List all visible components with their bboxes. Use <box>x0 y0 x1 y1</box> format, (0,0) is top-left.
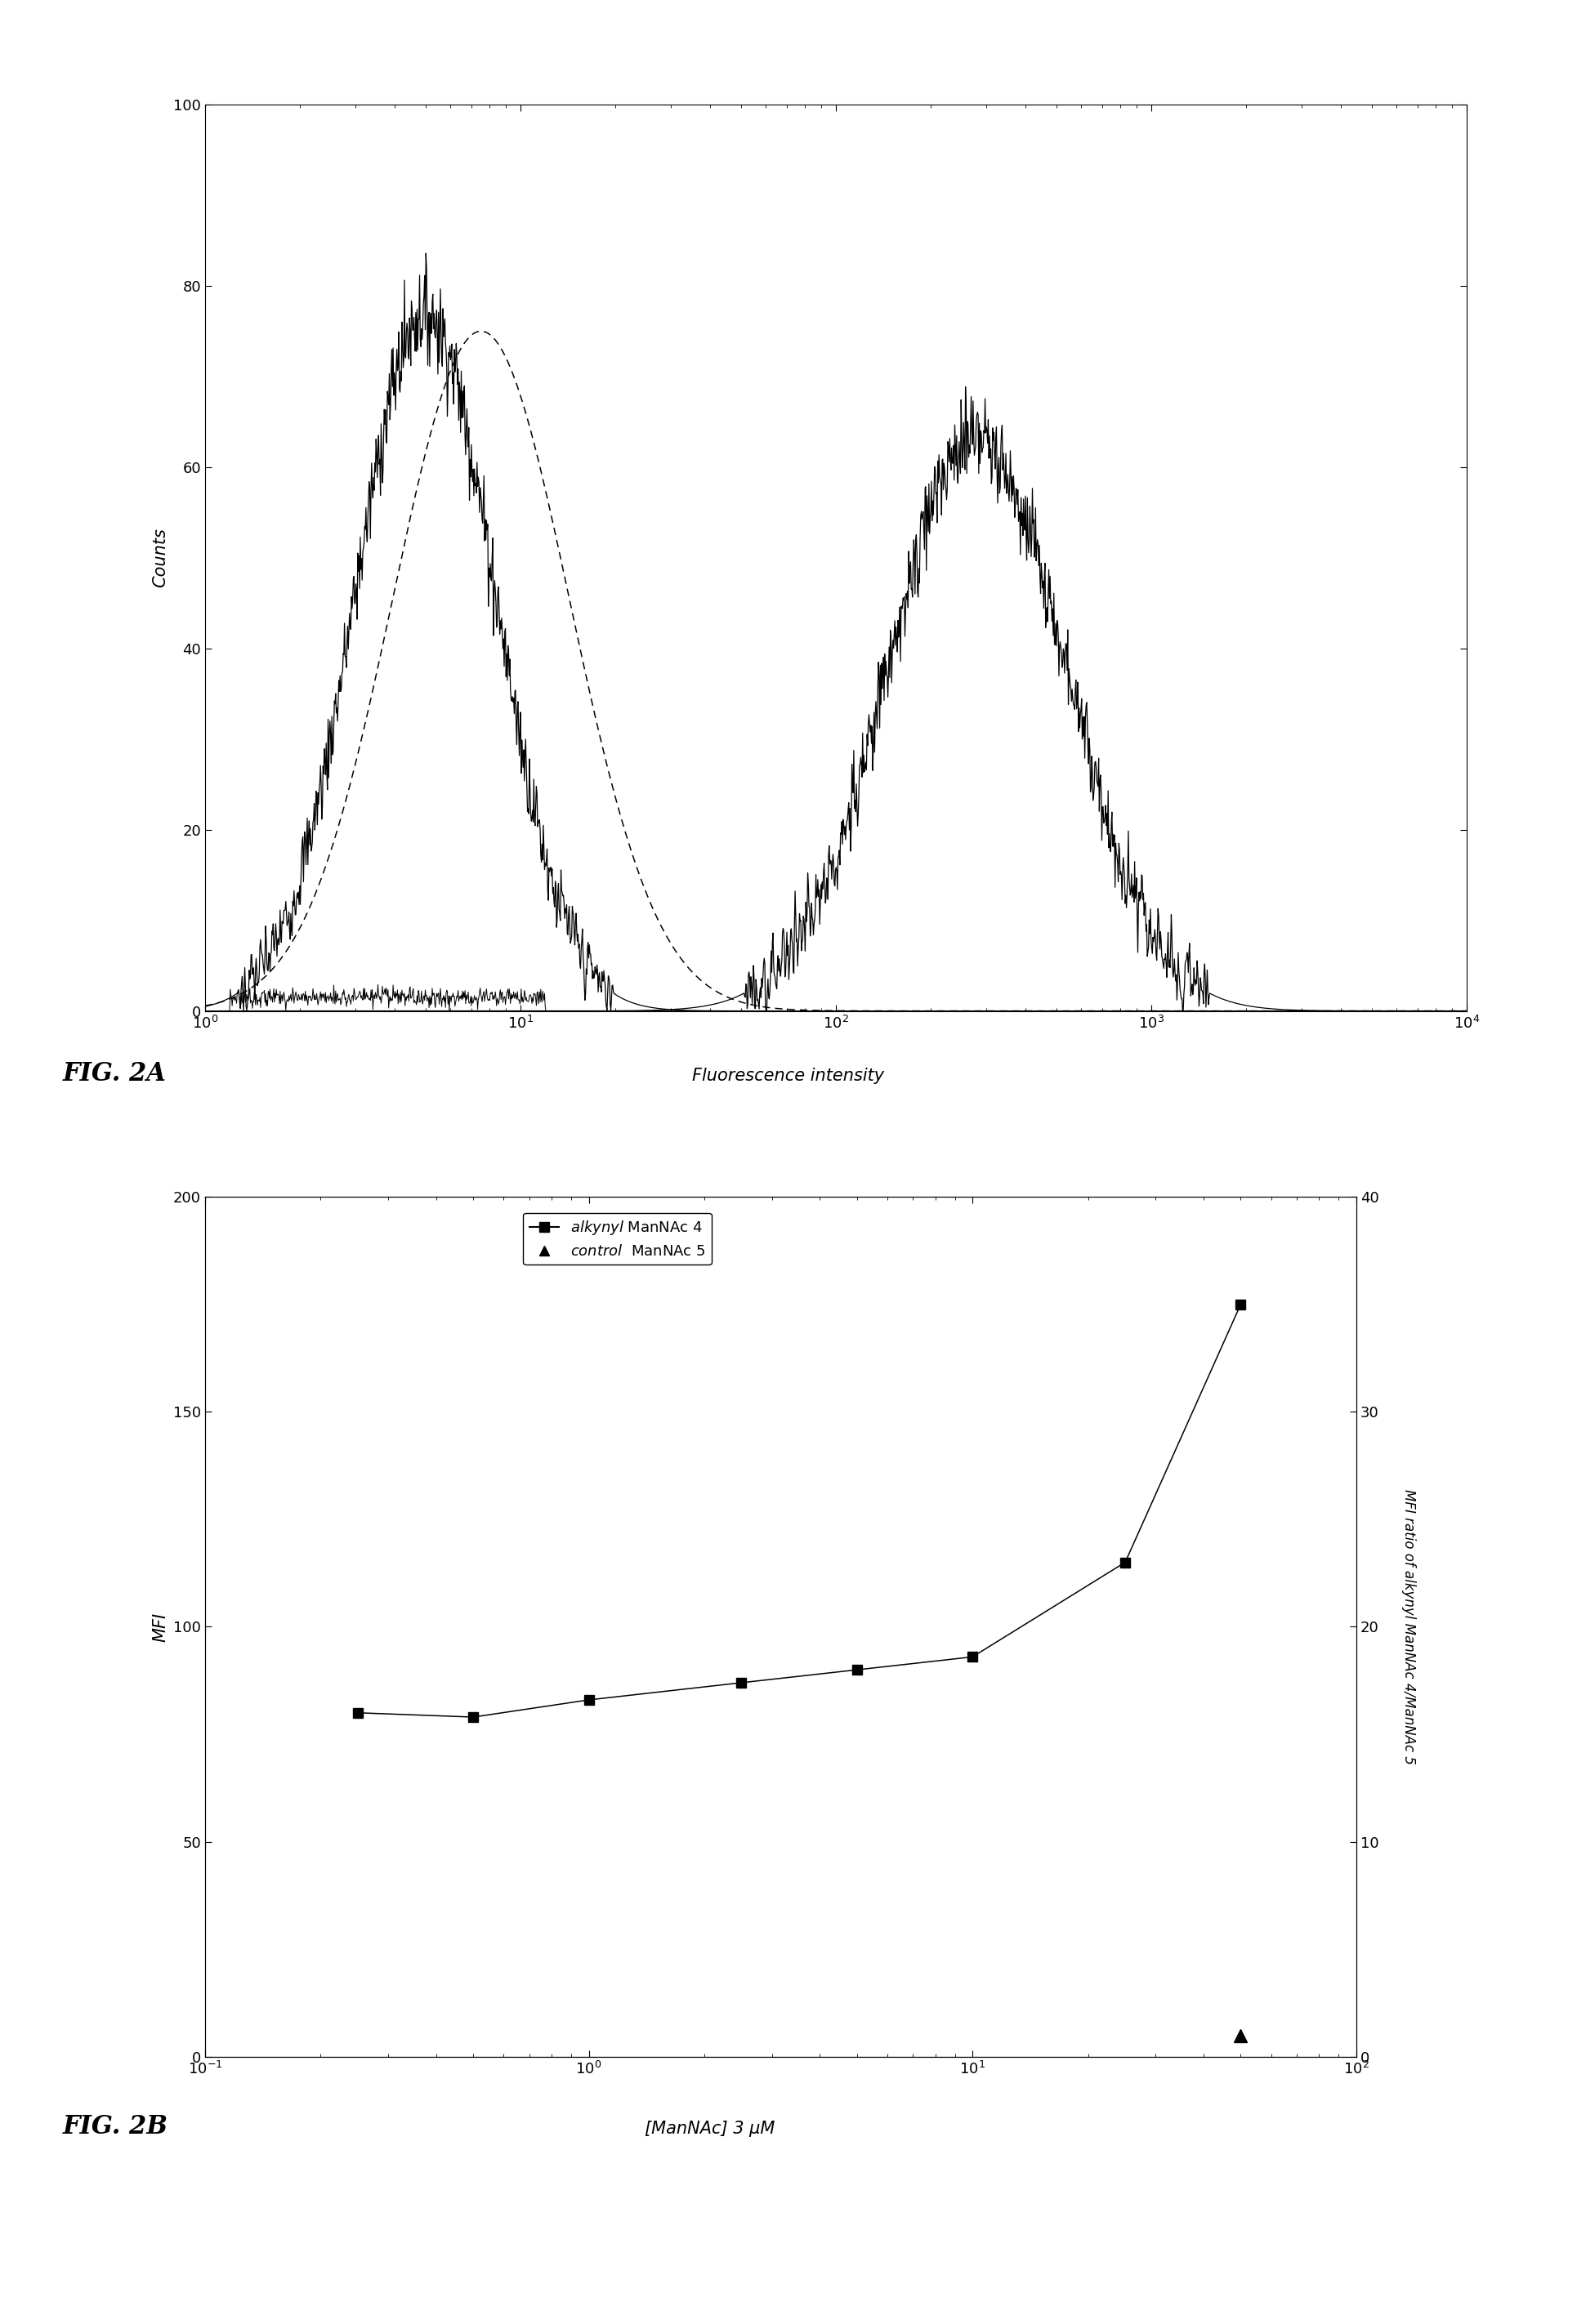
Text: [ManNAc] 3 μM: [ManNAc] 3 μM <box>645 2119 774 2136</box>
Y-axis label: MFI: MFI <box>153 1613 169 1641</box>
Text: FIG. 2B: FIG. 2B <box>63 2115 169 2138</box>
Text: Fluorescence intensity: Fluorescence intensity <box>692 1067 885 1083</box>
Y-axis label: MFI ratio of alkynyl ManNAc 4/ManNAc 5: MFI ratio of alkynyl ManNAc 4/ManNAc 5 <box>1402 1490 1416 1764</box>
Y-axis label: Counts: Counts <box>153 528 169 588</box>
Legend: $\it{alkynyl}$ ManNAc 4, $\it{control}$  ManNAc 5: $\it{alkynyl}$ ManNAc 4, $\it{control}$ … <box>524 1213 711 1264</box>
Text: FIG. 2A: FIG. 2A <box>63 1062 167 1085</box>
